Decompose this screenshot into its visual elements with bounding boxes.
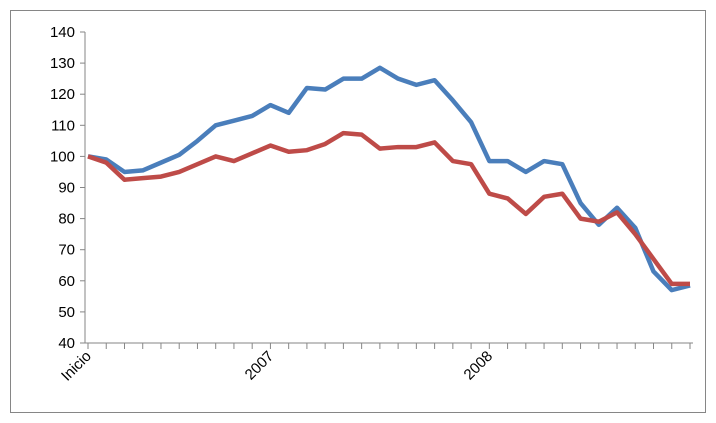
line-series: [87, 65, 691, 293]
y-tick-label: 90: [58, 180, 75, 197]
y-tick-label: 130: [50, 55, 75, 72]
y-tick-label: 40: [58, 335, 75, 352]
chart-frame: [10, 10, 706, 413]
y-tick-label: 70: [58, 242, 75, 259]
y-tick-label: 50: [58, 304, 75, 321]
y-tick-label: 60: [58, 273, 75, 290]
y-tick-label: 120: [50, 86, 75, 103]
y-tick-label: 110: [51, 117, 75, 134]
y-tick-label: 80: [58, 211, 75, 228]
y-tick-label: 140: [50, 24, 75, 41]
line-series: [87, 130, 690, 287]
y-tick-label: 100: [50, 148, 75, 165]
